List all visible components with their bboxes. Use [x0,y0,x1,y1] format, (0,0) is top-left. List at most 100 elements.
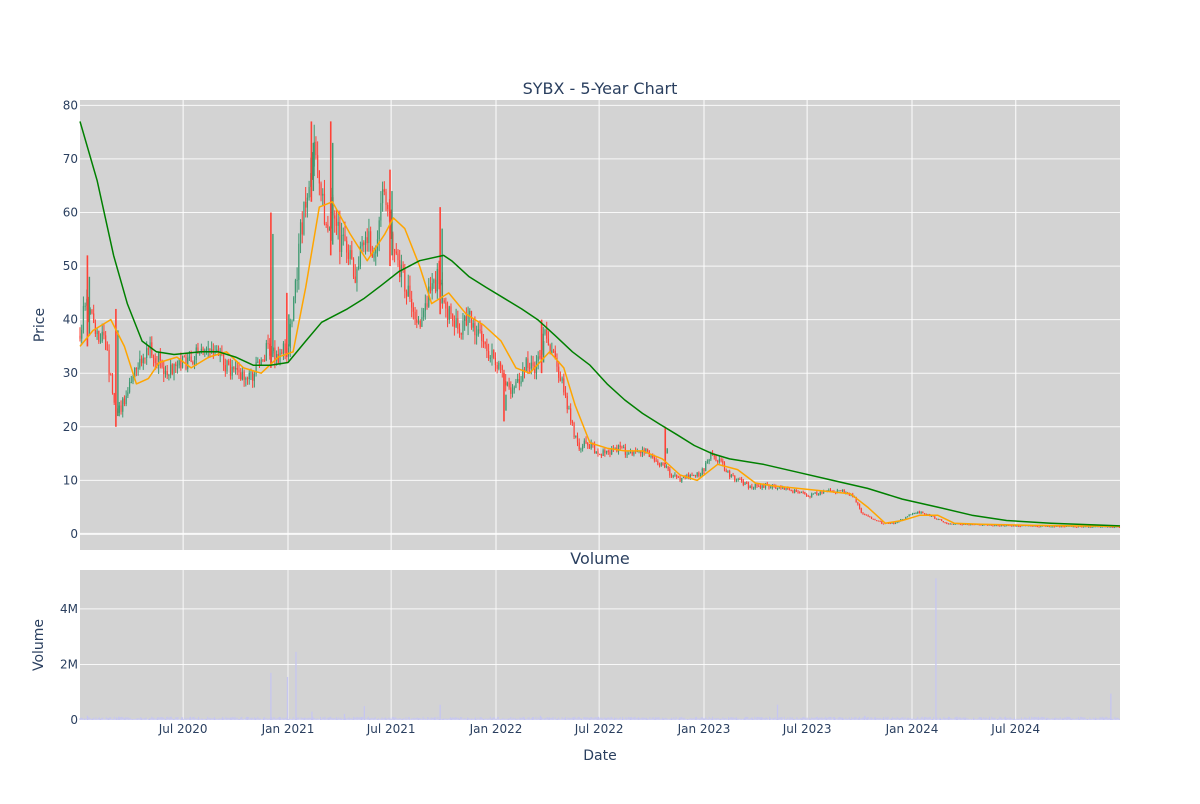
candle-body [583,440,585,447]
candle-body [590,443,592,449]
candle-body [966,524,968,526]
candle-body [1058,526,1061,528]
candle-body [264,359,266,361]
candle-body [347,252,350,259]
candle-body [1002,525,1004,527]
candle-body [1033,525,1035,527]
candle-body [667,466,669,470]
candle-body [429,286,432,291]
candle-body [217,349,220,356]
price-grid [80,100,1120,550]
candle-body [585,440,587,443]
volume-tick-label: 4M [60,602,78,616]
candle-body [139,358,141,368]
candle-body [778,487,780,489]
candle-body [274,347,276,361]
candle-body [250,372,252,374]
candle-body [149,342,151,350]
candle-body [684,477,686,479]
candle-body [494,357,497,366]
candle-body [122,398,124,412]
candle-body [433,279,435,284]
candle-body [1091,526,1093,528]
candle-body [788,489,791,491]
candle-body [1004,525,1006,527]
candle-body [730,474,732,477]
candle-body [1088,526,1090,528]
candle-body [657,461,659,465]
candle-body [103,331,105,336]
candle-body [723,463,726,471]
candle-body [843,489,845,494]
candle-body [257,361,259,363]
candle-body [351,250,353,259]
candle-body [144,357,146,359]
candle-body [84,305,86,307]
candle-body [436,268,438,292]
candle-body [79,335,81,339]
candle-body [718,458,720,462]
candle-body [864,513,866,515]
candle-body [727,470,729,472]
candle-body [381,189,384,204]
candle-body [964,524,967,526]
candle-body [399,260,401,278]
candle-body [552,350,555,352]
candle-body [458,328,461,333]
candle-body [518,379,520,384]
candle-body [171,364,173,374]
candle-body [911,513,914,515]
candle-body [238,369,240,373]
candle-body [487,351,490,359]
candle-body [81,330,83,339]
candle-body [113,392,115,403]
candle-body [633,450,635,455]
candle-body [544,329,546,334]
volume-plot-area [80,570,1120,720]
candle-body [443,300,445,303]
candle-body [315,141,317,156]
candle-body [982,524,984,526]
candle-body [416,319,418,323]
candle-body [498,362,500,369]
candle-body [188,356,191,358]
candle-body [564,392,567,396]
candle-body [720,458,722,461]
candle-body [228,360,230,365]
candle-body [568,408,570,410]
candle-body [1089,526,1091,528]
candle-body [908,514,910,517]
candle-body [506,382,508,386]
candle-body [1047,525,1049,527]
candle-body [535,360,538,374]
candle-body [558,366,560,378]
candle-body [1072,526,1074,528]
price-tick-label: 40 [63,313,78,327]
candle-body [479,329,481,332]
candle-body [412,307,414,312]
candle-body [154,358,156,364]
candle-body [858,504,861,509]
candle-body [602,450,604,456]
candle-body [604,450,606,453]
candle-body [708,459,710,462]
candle-body [855,496,857,503]
candle-body [110,374,112,376]
candle-body [501,365,503,371]
candle-body [159,352,161,361]
candle-body [701,468,703,475]
candle-body [980,524,982,526]
candle-body [252,372,254,381]
candle-body [207,348,209,350]
candle-body [320,183,322,196]
candle-body [378,220,380,240]
x-axis-label: Date [583,748,616,764]
candle-body [775,485,777,489]
candle-body [597,451,599,455]
candle-body [245,378,247,380]
candle-body [785,488,787,490]
candle-body [1100,526,1102,528]
candle-body [118,405,120,413]
candle-body [679,477,681,482]
candle-body [623,447,625,449]
